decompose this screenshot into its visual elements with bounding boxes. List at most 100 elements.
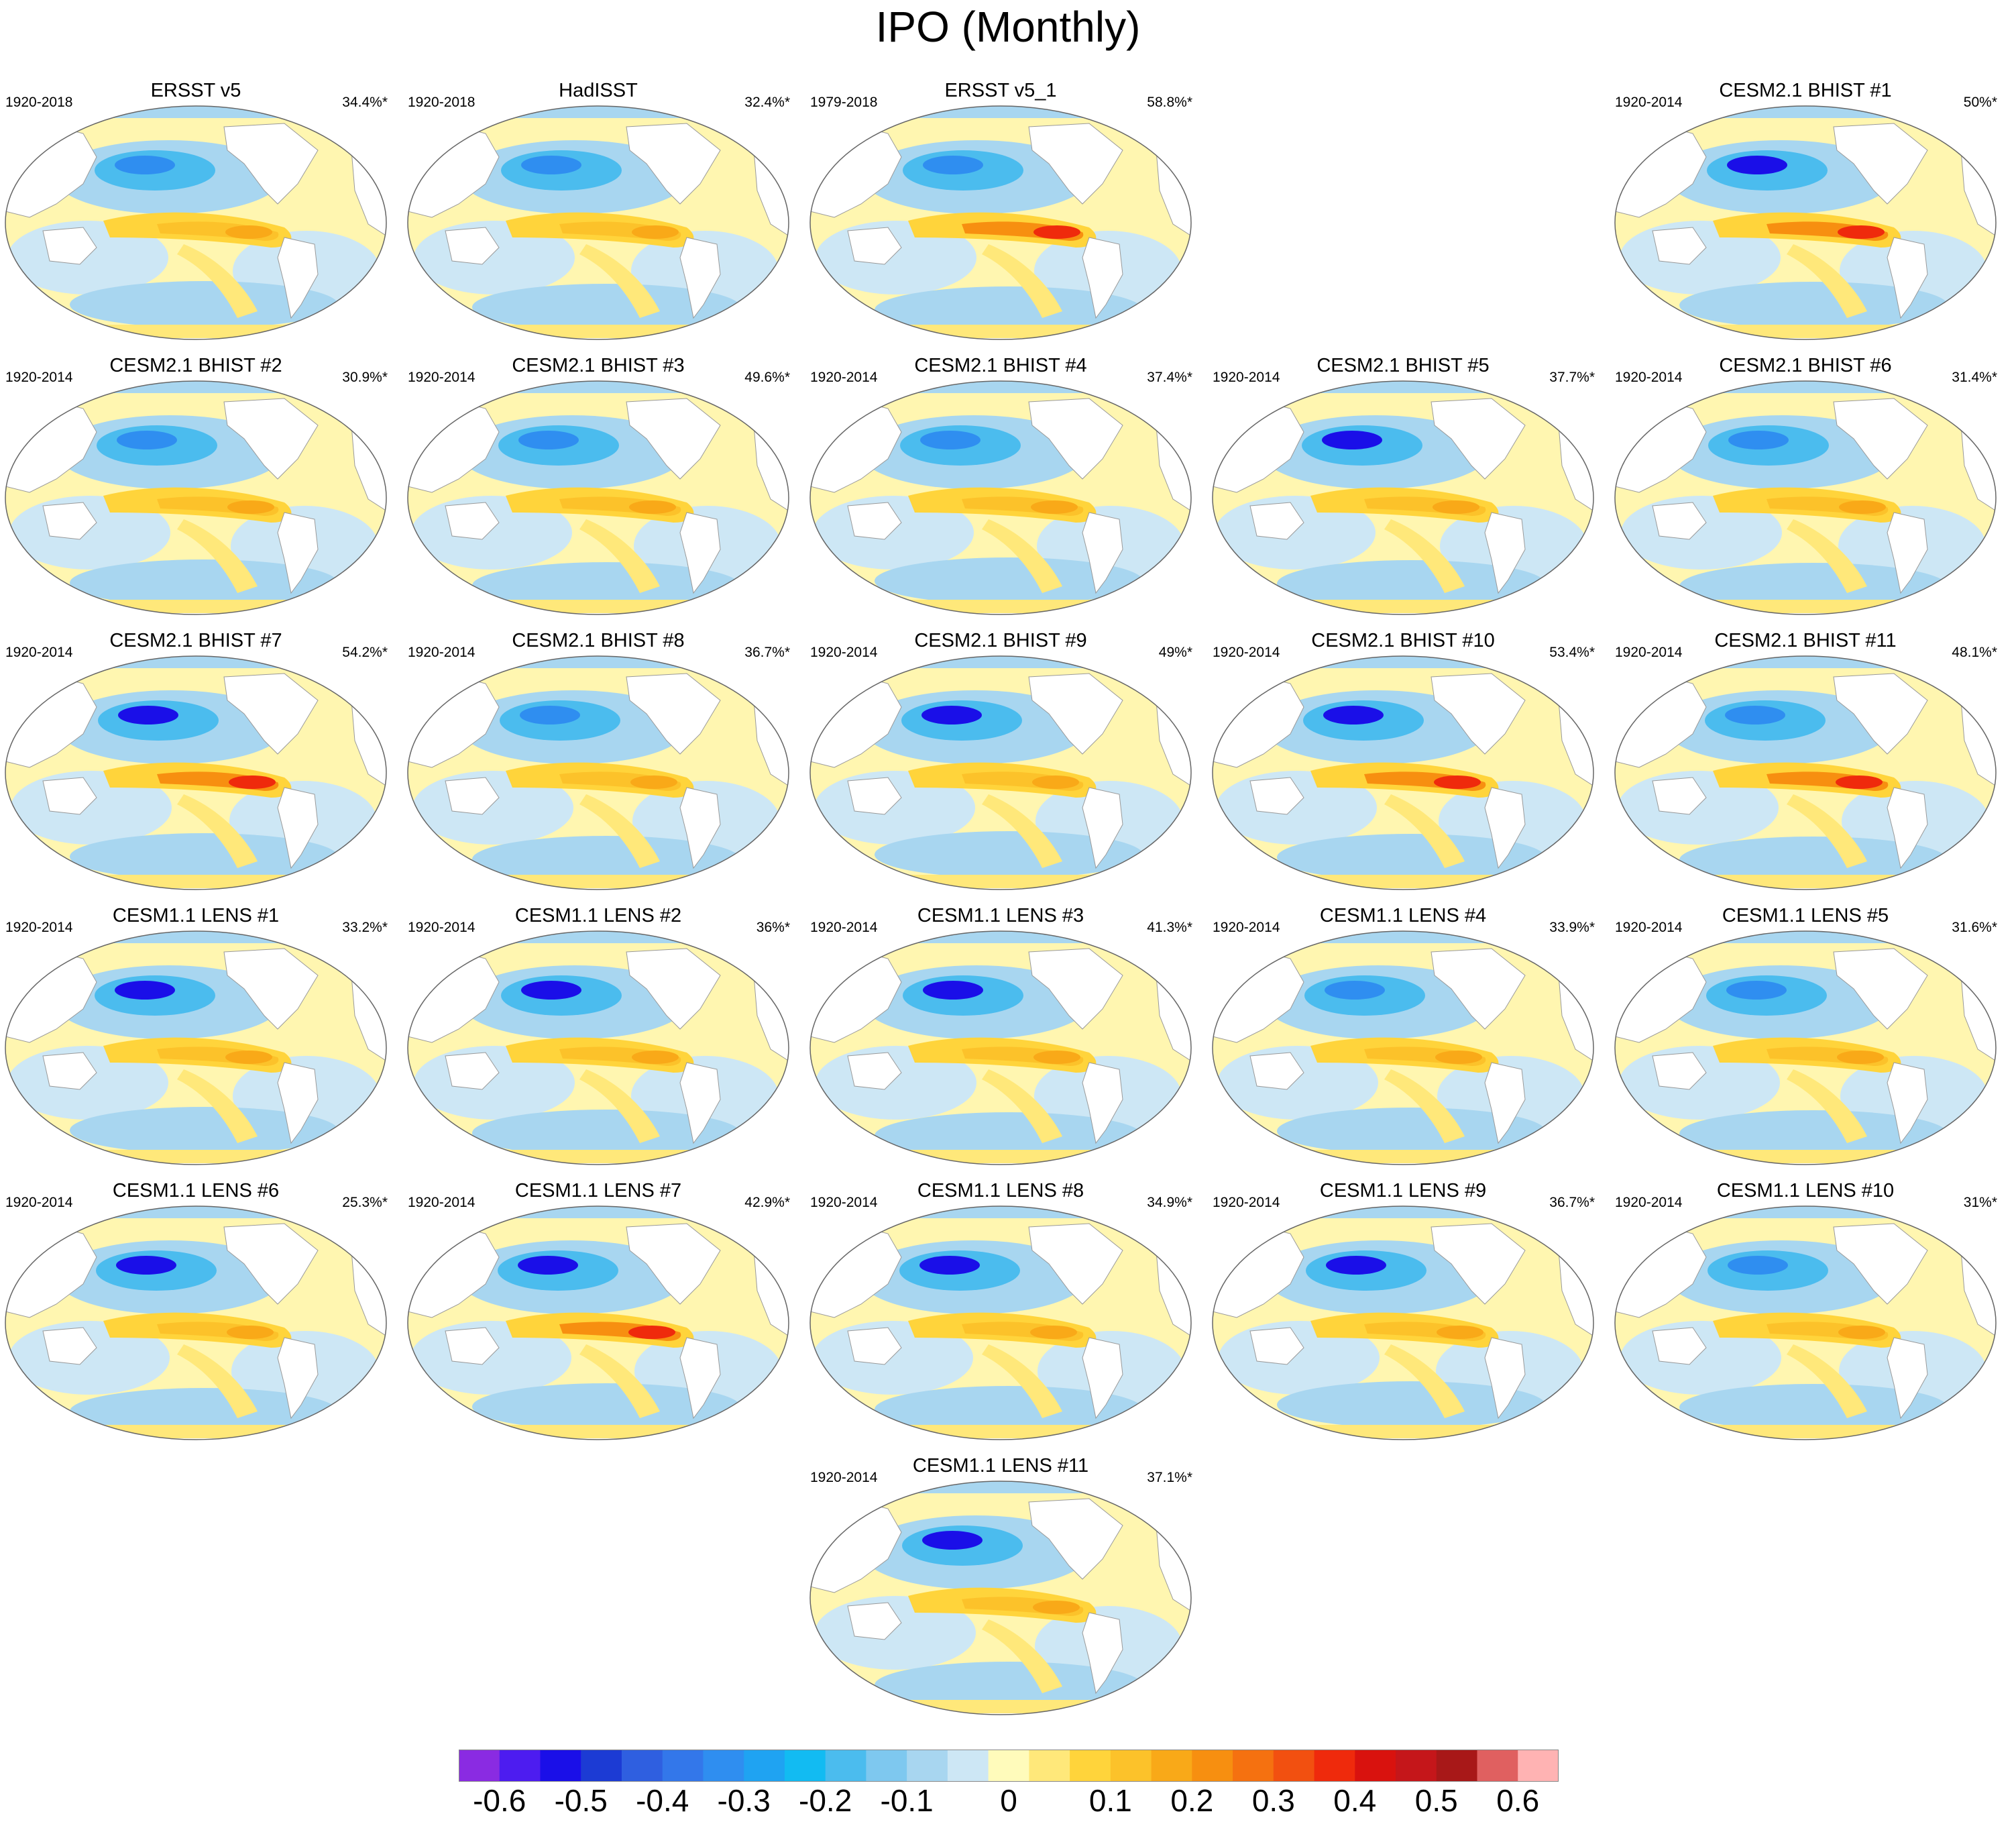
map-plot bbox=[807, 1479, 1194, 1723]
panel-title: ERSST v5 bbox=[150, 80, 241, 101]
colorbar-swatch bbox=[1436, 1750, 1478, 1782]
panel-title: CESM1.1 LENS #4 bbox=[1319, 905, 1487, 926]
colorbar-swatch bbox=[947, 1750, 989, 1782]
map-panel: HadISST 1920-2018 32.4%* bbox=[402, 79, 794, 347]
panel-date-range: 1920-2018 bbox=[408, 95, 475, 110]
panel-title: CESM1.1 LENS #6 bbox=[112, 1180, 280, 1201]
map-panel: CESM1.1 LENS #7 1920-2014 42.9%* bbox=[402, 1179, 794, 1448]
panel-date-range: 1920-2014 bbox=[5, 645, 73, 660]
map-panel: CESM1.1 LENS #6 1920-2014 25.3%* bbox=[0, 1179, 392, 1448]
colorbar-swatch bbox=[1355, 1750, 1396, 1782]
panel-variance-percent: 37.7%* bbox=[1549, 370, 1595, 385]
panel-title: ERSST v5_1 bbox=[944, 80, 1057, 101]
map-plot bbox=[1210, 653, 1596, 898]
map-panel: CESM1.1 LENS #2 1920-2014 36%* bbox=[402, 904, 794, 1173]
panel-variance-percent: 49%* bbox=[1158, 645, 1192, 660]
colorbar-swatch bbox=[825, 1750, 866, 1782]
colorbar-tick-label: 0.6 bbox=[1496, 1783, 1540, 1818]
map-plot bbox=[1612, 653, 1999, 898]
colorbar-swatch bbox=[784, 1750, 826, 1782]
map-plot bbox=[1612, 1203, 1999, 1448]
map-plot bbox=[1612, 928, 1999, 1173]
panel-title: HadISST bbox=[559, 80, 638, 101]
map-plot bbox=[1210, 928, 1596, 1173]
map-panel: CESM2.1 BHIST #7 1920-2014 54.2%* bbox=[0, 629, 392, 898]
map-panel: CESM2.1 BHIST #4 1920-2014 37.4%* bbox=[805, 354, 1196, 623]
panel-title: CESM1.1 LENS #1 bbox=[112, 905, 280, 926]
panel-date-range: 1920-2014 bbox=[1615, 920, 1683, 935]
colorbar-tick-label: -0.2 bbox=[799, 1783, 852, 1818]
panel-variance-percent: 48.1%* bbox=[1952, 645, 1997, 660]
map-plot bbox=[3, 1203, 389, 1448]
panel-date-range: 1920-2014 bbox=[5, 1195, 73, 1210]
map-panel: ERSST v5_1 1979-2018 58.8%* bbox=[805, 79, 1196, 347]
panel-variance-percent: 33.9%* bbox=[1549, 920, 1595, 935]
panel-variance-percent: 34.9%* bbox=[1147, 1195, 1192, 1210]
panel-date-range: 1920-2014 bbox=[1213, 920, 1280, 935]
panel-title: CESM1.1 LENS #8 bbox=[917, 1180, 1084, 1201]
panel-date-range: 1920-2014 bbox=[1213, 370, 1280, 385]
panel-title: CESM1.1 LENS #7 bbox=[514, 1180, 682, 1201]
colorbar-tick-label: 0.5 bbox=[1414, 1783, 1458, 1818]
panel-date-range: 1920-2014 bbox=[5, 370, 73, 385]
panel-date-range: 1920-2014 bbox=[810, 920, 878, 935]
panel-variance-percent: 30.9%* bbox=[342, 370, 388, 385]
panel-date-range: 1920-2014 bbox=[408, 1195, 475, 1210]
map-plot bbox=[807, 103, 1194, 348]
colorbar-swatch bbox=[459, 1750, 500, 1782]
panel-date-range: 1920-2018 bbox=[5, 95, 73, 110]
colorbar-swatch bbox=[1070, 1750, 1111, 1782]
map-panel: CESM1.1 LENS #9 1920-2014 36.7%* bbox=[1207, 1179, 1599, 1448]
colorbar-tick-label: 0 bbox=[1000, 1783, 1017, 1818]
map-panel: CESM1.1 LENS #5 1920-2014 31.6%* bbox=[1610, 904, 2001, 1173]
colorbar-swatch bbox=[662, 1750, 704, 1782]
map-panel: CESM1.1 LENS #4 1920-2014 33.9%* bbox=[1207, 904, 1599, 1173]
map-plot bbox=[1612, 103, 1999, 348]
panel-variance-percent: 42.9%* bbox=[744, 1195, 790, 1210]
panel-date-range: 1920-2014 bbox=[810, 370, 878, 385]
panel-title: CESM2.1 BHIST #9 bbox=[914, 630, 1087, 651]
panel-title: CESM2.1 BHIST #2 bbox=[109, 355, 282, 376]
panel-title: CESM2.1 BHIST #8 bbox=[512, 630, 685, 651]
map-panel: CESM1.1 LENS #3 1920-2014 41.3%* bbox=[805, 904, 1196, 1173]
colorbar-tick-label: -0.4 bbox=[636, 1783, 689, 1818]
colorbar-swatch bbox=[1029, 1750, 1070, 1782]
colorbar-tick-label: -0.1 bbox=[880, 1783, 934, 1818]
map-plot bbox=[3, 378, 389, 623]
colorbar-swatch bbox=[1477, 1750, 1518, 1782]
panel-variance-percent: 33.2%* bbox=[342, 920, 388, 935]
panel-variance-percent: 36.7%* bbox=[1549, 1195, 1595, 1210]
map-plot bbox=[3, 103, 389, 348]
map-plot bbox=[3, 653, 389, 898]
panel-variance-percent: 58.8%* bbox=[1147, 95, 1192, 110]
colorbar-swatch bbox=[1110, 1750, 1152, 1782]
panel-title: CESM1.1 LENS #11 bbox=[912, 1455, 1089, 1477]
figure-title: IPO (Monthly) bbox=[875, 3, 1141, 51]
colorbar-swatch bbox=[1192, 1750, 1233, 1782]
map-panel: CESM1.1 LENS #10 1920-2014 31%* bbox=[1610, 1179, 2001, 1448]
map-panel: CESM1.1 LENS #8 1920-2014 34.9%* bbox=[805, 1179, 1196, 1448]
panel-title: CESM2.1 BHIST #3 bbox=[512, 355, 685, 376]
panel-date-range: 1979-2018 bbox=[810, 95, 878, 110]
colorbar-swatch bbox=[866, 1750, 907, 1782]
panel-date-range: 1920-2014 bbox=[408, 920, 475, 935]
colorbar-swatch bbox=[621, 1750, 663, 1782]
map-plot bbox=[3, 928, 389, 1173]
map-panel: CESM2.1 BHIST #1 1920-2014 50%* bbox=[1610, 79, 2001, 347]
colorbar bbox=[459, 1750, 1559, 1782]
panel-title: CESM2.1 BHIST #11 bbox=[1714, 630, 1897, 651]
panel-title: CESM1.1 LENS #2 bbox=[514, 905, 682, 926]
map-panel: CESM2.1 BHIST #9 1920-2014 49%* bbox=[805, 629, 1196, 898]
panel-title: CESM2.1 BHIST #5 bbox=[1317, 355, 1490, 376]
panel-variance-percent: 37.1%* bbox=[1147, 1470, 1192, 1485]
map-panel: CESM1.1 LENS #1 1920-2014 33.2%* bbox=[0, 904, 392, 1173]
colorbar-swatch bbox=[1233, 1750, 1274, 1782]
map-plot bbox=[807, 653, 1194, 898]
colorbar-border bbox=[459, 1750, 1559, 1782]
panel-date-range: 1920-2014 bbox=[810, 1470, 878, 1485]
map-panel: CESM2.1 BHIST #6 1920-2014 31.4%* bbox=[1610, 354, 2001, 623]
panel-variance-percent: 50%* bbox=[1963, 95, 1997, 110]
colorbar-tick-label: -0.5 bbox=[554, 1783, 608, 1818]
panel-date-range: 1920-2014 bbox=[5, 920, 73, 935]
panel-title: CESM2.1 BHIST #1 bbox=[1719, 80, 1892, 101]
